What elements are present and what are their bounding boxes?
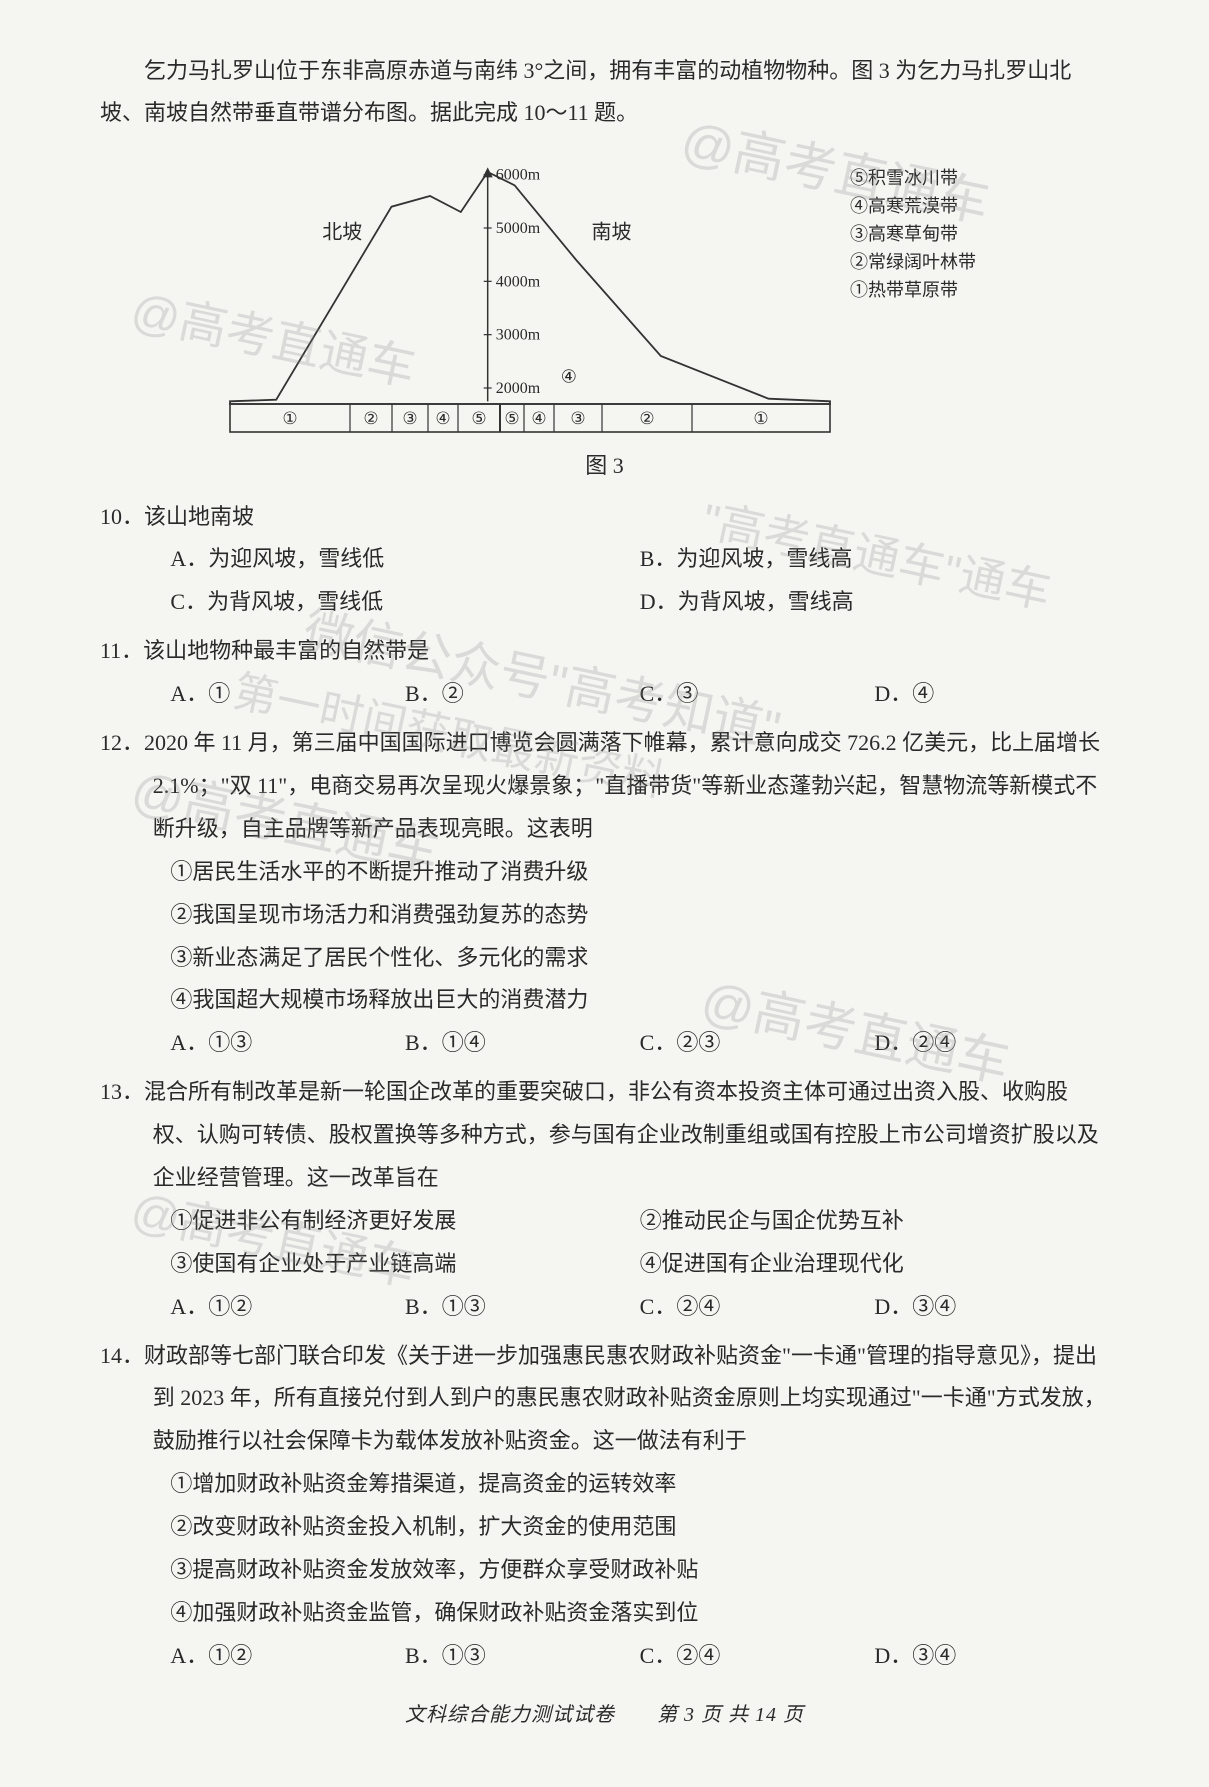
options: A．①B．②C．③D．④ xyxy=(100,673,1109,716)
questions: 10．该山地南坡A．为迎风坡，雪线低B．为迎风坡，雪线高C．为背风坡，雪线低D．… xyxy=(100,496,1109,1678)
option: C．③ xyxy=(640,673,875,716)
statement-item: ③新业态满足了居民个性化、多元化的需求 xyxy=(170,937,1109,980)
statement-item: ①居民生活水平的不断提升推动了消费升级 xyxy=(170,851,1109,894)
svg-text:5000m: 5000m xyxy=(495,220,540,237)
statement-item: ③使国有企业处于产业链高端 xyxy=(170,1243,639,1286)
statement-item: ②我国呈现市场活力和消费强劲复苏的态势 xyxy=(170,894,1109,937)
mountain-diagram: 2000m3000m4000m5000m6000m北坡南坡④①②③④⑤⑤④③②①… xyxy=(190,144,1020,444)
question: 12．2020 年 11 月，第三届中国国际进口博览会圆满落下帷幕，累计意向成交… xyxy=(100,722,1109,1065)
page-footer: 文科综合能力测试试卷 第 3 页 共 14 页 xyxy=(100,1698,1109,1727)
question: 10．该山地南坡A．为迎风坡，雪线低B．为迎风坡，雪线高C．为背风坡，雪线低D．… xyxy=(100,496,1109,625)
statements: ①促进非公有制经济更好发展②推动民企与国企优势互补③使国有企业处于产业链高端④促… xyxy=(100,1200,1109,1286)
svg-text:④: ④ xyxy=(560,366,576,386)
option: D．③④ xyxy=(874,1286,1109,1329)
svg-text:南坡: 南坡 xyxy=(591,220,631,243)
exam-page: @高考直通车 @高考直通车 "高考直通车"通车 微信公众号"高考知道" 第一时间… xyxy=(0,0,1209,1787)
option: A．①② xyxy=(170,1635,405,1678)
svg-text:⑤积雪冰川带: ⑤积雪冰川带 xyxy=(850,168,958,188)
option: A．①② xyxy=(170,1286,405,1329)
options: A．①②B．①③C．②④D．③④ xyxy=(100,1286,1109,1329)
question: 14．财政部等七部门联合印发《关于进一步加强惠民惠农财政补贴资金"一卡通"管理的… xyxy=(100,1335,1109,1678)
statement-item: ①促进非公有制经济更好发展 xyxy=(170,1200,639,1243)
option: A．①③ xyxy=(170,1022,405,1065)
figure-label: 图 3 xyxy=(585,448,624,480)
question-stem: 14．财政部等七部门联合印发《关于进一步加强惠民惠农财政补贴资金"一卡通"管理的… xyxy=(100,1335,1109,1464)
option: C．为背风坡，雪线低 xyxy=(170,581,639,624)
svg-text:⑤: ⑤ xyxy=(471,409,486,428)
options: A．为迎风坡，雪线低B．为迎风坡，雪线高C．为背风坡，雪线低D．为背风坡，雪线高 xyxy=(100,538,1109,624)
option: D．③④ xyxy=(874,1635,1109,1678)
statements: ①居民生活水平的不断提升推动了消费升级②我国呈现市场活力和消费强劲复苏的态势③新… xyxy=(100,851,1109,1023)
svg-text:3000m: 3000m xyxy=(495,326,540,343)
question: 11．该山地物种最丰富的自然带是A．①B．②C．③D．④ xyxy=(100,630,1109,716)
statement-item: ④我国超大规模市场释放出巨大的消费潜力 xyxy=(170,979,1109,1022)
option: B．② xyxy=(405,673,640,716)
option: C．②③ xyxy=(640,1022,875,1065)
svg-text:④: ④ xyxy=(435,409,450,428)
svg-text:①热带草原带: ①热带草原带 xyxy=(850,280,958,300)
svg-text:③: ③ xyxy=(570,409,585,428)
options: A．①③B．①④C．②③D．②④ xyxy=(100,1022,1109,1065)
figure-3: 2000m3000m4000m5000m6000m北坡南坡④①②③④⑤⑤④③②①… xyxy=(100,144,1109,480)
svg-text:②: ② xyxy=(363,409,378,428)
svg-text:2000m: 2000m xyxy=(495,380,540,397)
statement-item: ②推动民企与国企优势互补 xyxy=(640,1200,1109,1243)
question-stem: 13．混合所有制改革是新一轮国企改革的重要突破口，非公有资本投资主体可通过出资入… xyxy=(100,1071,1109,1200)
svg-text:①: ① xyxy=(753,409,768,428)
statements: ①增加财政补贴资金筹措渠道，提高资金的运转效率②改变财政补贴资金投入机制，扩大资… xyxy=(100,1463,1109,1635)
svg-text:③高寒草甸带: ③高寒草甸带 xyxy=(850,224,958,244)
svg-text:6000m: 6000m xyxy=(495,166,540,183)
option: A．① xyxy=(170,673,405,716)
option: C．②④ xyxy=(640,1286,875,1329)
statement-item: ①增加财政补贴资金筹措渠道，提高资金的运转效率 xyxy=(170,1463,1109,1506)
statement-item: ②改变财政补贴资金投入机制，扩大资金的使用范围 xyxy=(170,1506,1109,1549)
option: B．①④ xyxy=(405,1022,640,1065)
svg-text:4000m: 4000m xyxy=(495,273,540,290)
option: A．为迎风坡，雪线低 xyxy=(170,538,639,581)
svg-text:③: ③ xyxy=(402,409,417,428)
option: B．①③ xyxy=(405,1635,640,1678)
statement-item: ③提高财政补贴资金发放效率，方便群众享受财政补贴 xyxy=(170,1549,1109,1592)
svg-text:⑤: ⑤ xyxy=(504,409,519,428)
svg-text:④高寒荒漠带: ④高寒荒漠带 xyxy=(850,196,958,216)
options: A．①②B．①③C．②④D．③④ xyxy=(100,1635,1109,1678)
svg-text:①: ① xyxy=(282,409,297,428)
option: D．②④ xyxy=(874,1022,1109,1065)
intro-text: 乞力马扎罗山位于东非高原赤道与南纬 3°之间，拥有丰富的动植物物种。图 3 为乞… xyxy=(100,50,1109,134)
svg-text:②: ② xyxy=(639,409,654,428)
option: D．④ xyxy=(874,673,1109,716)
question-stem: 12．2020 年 11 月，第三届中国国际进口博览会圆满落下帷幕，累计意向成交… xyxy=(100,722,1109,851)
question-stem: 11．该山地物种最丰富的自然带是 xyxy=(100,630,1109,673)
option: B．为迎风坡，雪线高 xyxy=(640,538,1109,581)
option: D．为背风坡，雪线高 xyxy=(640,581,1109,624)
question-stem: 10．该山地南坡 xyxy=(100,496,1109,539)
statement-item: ④促进国有企业治理现代化 xyxy=(640,1243,1109,1286)
option: B．①③ xyxy=(405,1286,640,1329)
svg-text:②常绿阔叶林带: ②常绿阔叶林带 xyxy=(850,252,976,272)
statement-item: ④加强财政补贴资金监管，确保财政补贴资金落实到位 xyxy=(170,1592,1109,1635)
svg-text:④: ④ xyxy=(531,409,546,428)
option: C．②④ xyxy=(640,1635,875,1678)
svg-text:北坡: 北坡 xyxy=(322,220,362,243)
question: 13．混合所有制改革是新一轮国企改革的重要突破口，非公有资本投资主体可通过出资入… xyxy=(100,1071,1109,1328)
